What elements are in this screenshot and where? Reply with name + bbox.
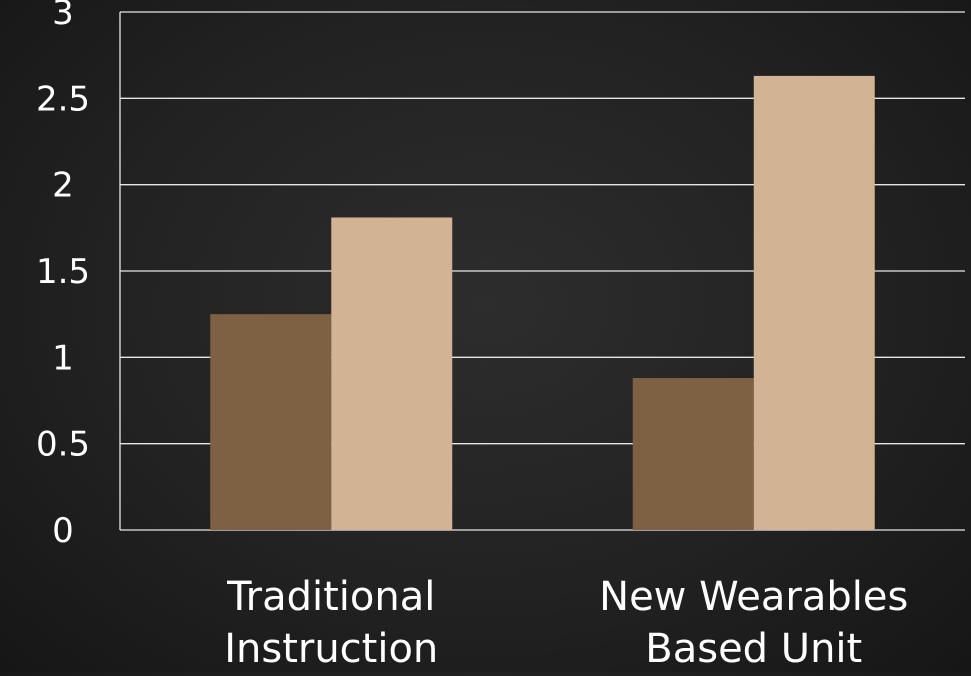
x-tick-label: Instruction — [224, 626, 438, 672]
x-tick-label: Based Unit — [645, 626, 862, 672]
y-tick-label: 0.5 — [36, 425, 90, 465]
x-tick-label: New Wearables — [599, 574, 908, 620]
bar — [331, 217, 453, 530]
y-tick-label: 2 — [52, 166, 74, 206]
bar — [753, 75, 875, 531]
x-tick-label: Traditional — [226, 574, 435, 620]
y-tick-label: 1.5 — [36, 252, 90, 292]
y-tick-label: 2.5 — [36, 79, 90, 119]
y-tick-label: 3 — [52, 0, 74, 33]
y-tick-label: 0 — [52, 511, 74, 551]
bar — [632, 378, 754, 530]
bar — [210, 314, 332, 530]
y-tick-label: 1 — [52, 338, 74, 378]
